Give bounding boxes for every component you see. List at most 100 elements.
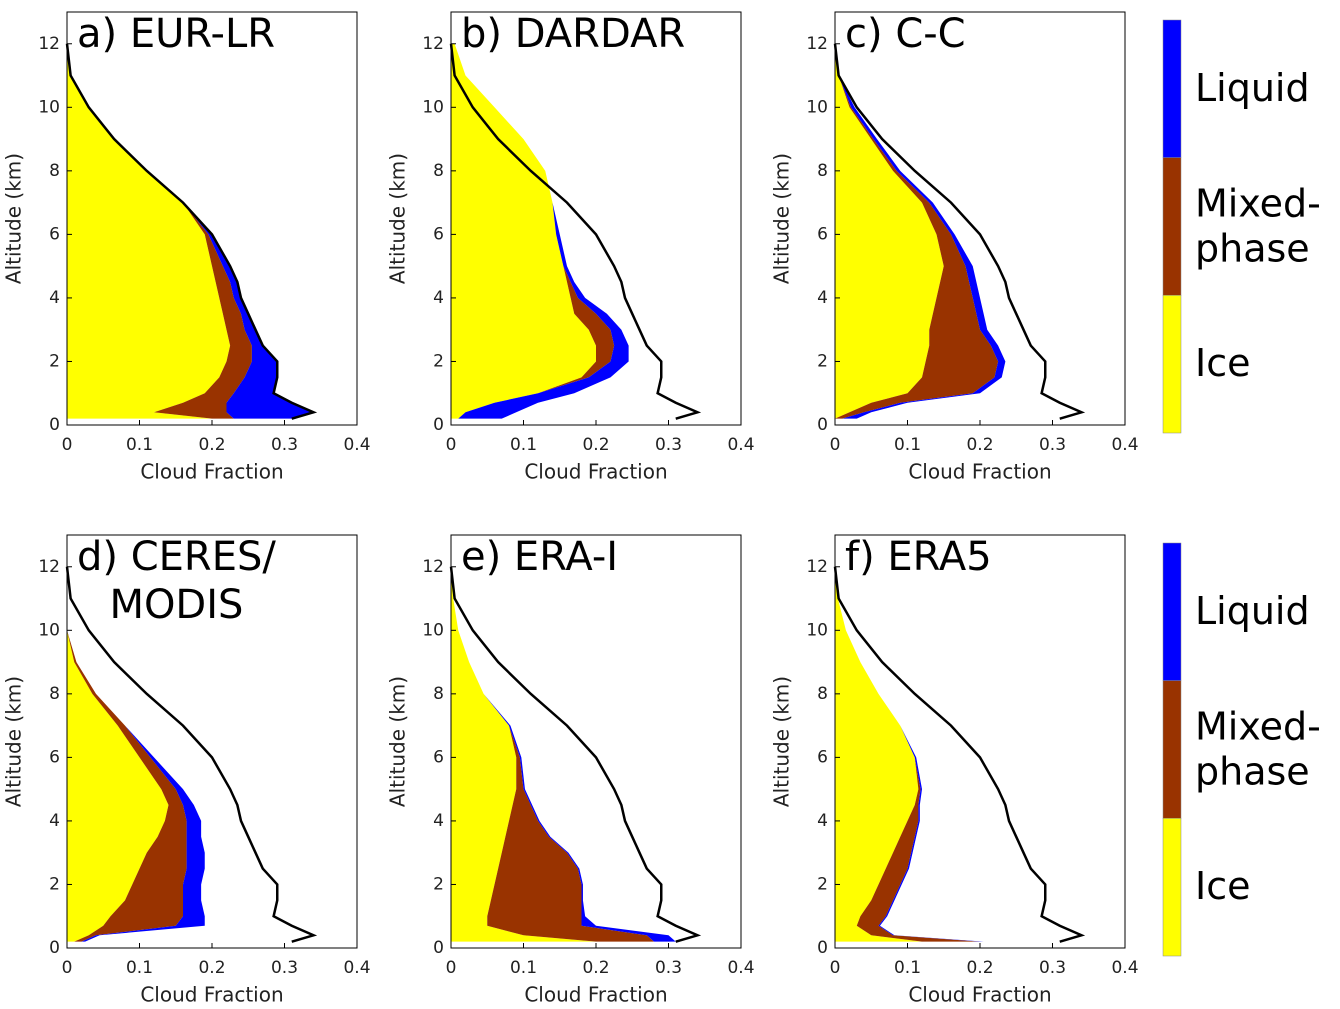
line	[65, 43, 318, 420]
y-tick-label: 4	[49, 811, 60, 831]
y-tick-label: 8	[817, 684, 828, 704]
x-tick-label: 0	[62, 435, 73, 455]
area-band	[451, 566, 596, 942]
legend-swatch	[1162, 19, 1182, 158]
y-tick-label: 2	[49, 874, 60, 894]
x-tick-label: 0	[62, 958, 73, 978]
x-tick-label: 0	[830, 958, 841, 978]
y-tick-label: 10	[38, 620, 60, 640]
panel-title: e) ERA-I	[461, 534, 619, 580]
area-band	[67, 43, 314, 419]
y-tick-label: 4	[817, 288, 828, 308]
area-band	[835, 43, 944, 419]
x-tick-label: 0.2	[966, 958, 993, 978]
legend-label: Liquid	[1195, 589, 1310, 634]
legend-swatch	[1162, 818, 1182, 957]
x-tick-label: 0.2	[966, 435, 993, 455]
x-tick-label: 0	[446, 958, 457, 978]
y-tick-label: 12	[38, 557, 60, 577]
y-axis-label: Altitude (km)	[2, 153, 26, 284]
y-tick-label: 8	[49, 161, 60, 181]
x-tick-label: 0.2	[198, 435, 225, 455]
x-tick-label: 0.2	[582, 435, 609, 455]
x-tick-label: 0.3	[655, 435, 682, 455]
y-tick-label: 12	[422, 557, 444, 577]
area-band	[67, 43, 231, 419]
x-tick-label: 0.4	[343, 958, 370, 978]
area-band	[67, 43, 252, 419]
legend-label: Mixed- phase	[1195, 180, 1321, 271]
legend-swatch	[1162, 680, 1182, 819]
legend-swatch	[1162, 542, 1182, 681]
x-axis-label: Cloud Fraction	[140, 983, 283, 1007]
y-tick-label: 10	[422, 620, 444, 640]
x-tick-label: 0.4	[343, 435, 370, 455]
legend-label: Ice	[1195, 341, 1251, 386]
x-tick-label: 0.2	[198, 958, 225, 978]
legend-swatch	[1162, 157, 1182, 296]
area-band	[835, 566, 984, 942]
x-tick-label: 0.3	[655, 958, 682, 978]
legend-label: Liquid	[1195, 66, 1310, 111]
x-tick-label: 0.3	[1039, 958, 1066, 978]
line	[833, 566, 1086, 943]
x-tick-label: 0.1	[510, 435, 537, 455]
y-tick-label: 0	[817, 415, 828, 435]
x-tick-label: 0	[830, 435, 841, 455]
y-tick-label: 2	[817, 874, 828, 894]
y-tick-label: 6	[49, 747, 60, 767]
line	[449, 43, 702, 420]
y-axis-label: Altitude (km)	[2, 676, 26, 807]
y-tick-label: 8	[433, 684, 444, 704]
y-tick-label: 12	[806, 34, 828, 54]
y-tick-label: 8	[817, 161, 828, 181]
x-tick-label: 0.1	[126, 958, 153, 978]
y-tick-label: 10	[38, 97, 60, 117]
x-axis-label: Cloud Fraction	[140, 460, 283, 484]
x-axis-label: Cloud Fraction	[524, 983, 667, 1007]
y-tick-label: 12	[422, 34, 444, 54]
panel-title: c) C-C	[845, 11, 966, 57]
x-tick-label: 0.3	[1039, 435, 1066, 455]
y-tick-label: 4	[433, 811, 444, 831]
x-tick-label: 0.1	[510, 958, 537, 978]
panel-title: b) DARDAR	[461, 11, 686, 57]
line	[65, 566, 318, 943]
legend-label: Mixed- phase	[1195, 703, 1321, 794]
y-tick-label: 4	[49, 288, 60, 308]
y-tick-label: 10	[806, 620, 828, 640]
y-tick-label: 6	[817, 224, 828, 244]
area-band	[67, 566, 169, 942]
x-tick-label: 0.2	[582, 958, 609, 978]
y-tick-label: 4	[433, 288, 444, 308]
y-tick-label: 6	[433, 747, 444, 767]
area-band	[451, 43, 596, 419]
legend-label: Ice	[1195, 864, 1251, 909]
y-tick-label: 8	[433, 161, 444, 181]
x-tick-label: 0.3	[271, 435, 298, 455]
y-axis-label: Altitude (km)	[770, 153, 794, 284]
panel-title: f) ERA5	[845, 534, 992, 580]
x-tick-label: 0.4	[727, 958, 754, 978]
y-tick-label: 8	[49, 684, 60, 704]
y-tick-label: 0	[49, 415, 60, 435]
line	[449, 566, 702, 943]
legend-swatch	[1162, 295, 1182, 434]
y-tick-label: 12	[806, 557, 828, 577]
x-tick-label: 0.3	[271, 958, 298, 978]
panel-title: a) EUR-LR	[77, 11, 276, 57]
area-band	[67, 566, 187, 942]
line	[833, 43, 1086, 420]
x-tick-label: 0.1	[126, 435, 153, 455]
y-tick-label: 6	[49, 224, 60, 244]
y-tick-label: 12	[38, 34, 60, 54]
area-band	[835, 566, 980, 942]
y-axis-label: Altitude (km)	[386, 676, 410, 807]
y-tick-label: 4	[817, 811, 828, 831]
y-tick-label: 0	[433, 415, 444, 435]
x-tick-label: 0.4	[1111, 435, 1138, 455]
y-tick-label: 10	[422, 97, 444, 117]
y-tick-label: 6	[817, 747, 828, 767]
